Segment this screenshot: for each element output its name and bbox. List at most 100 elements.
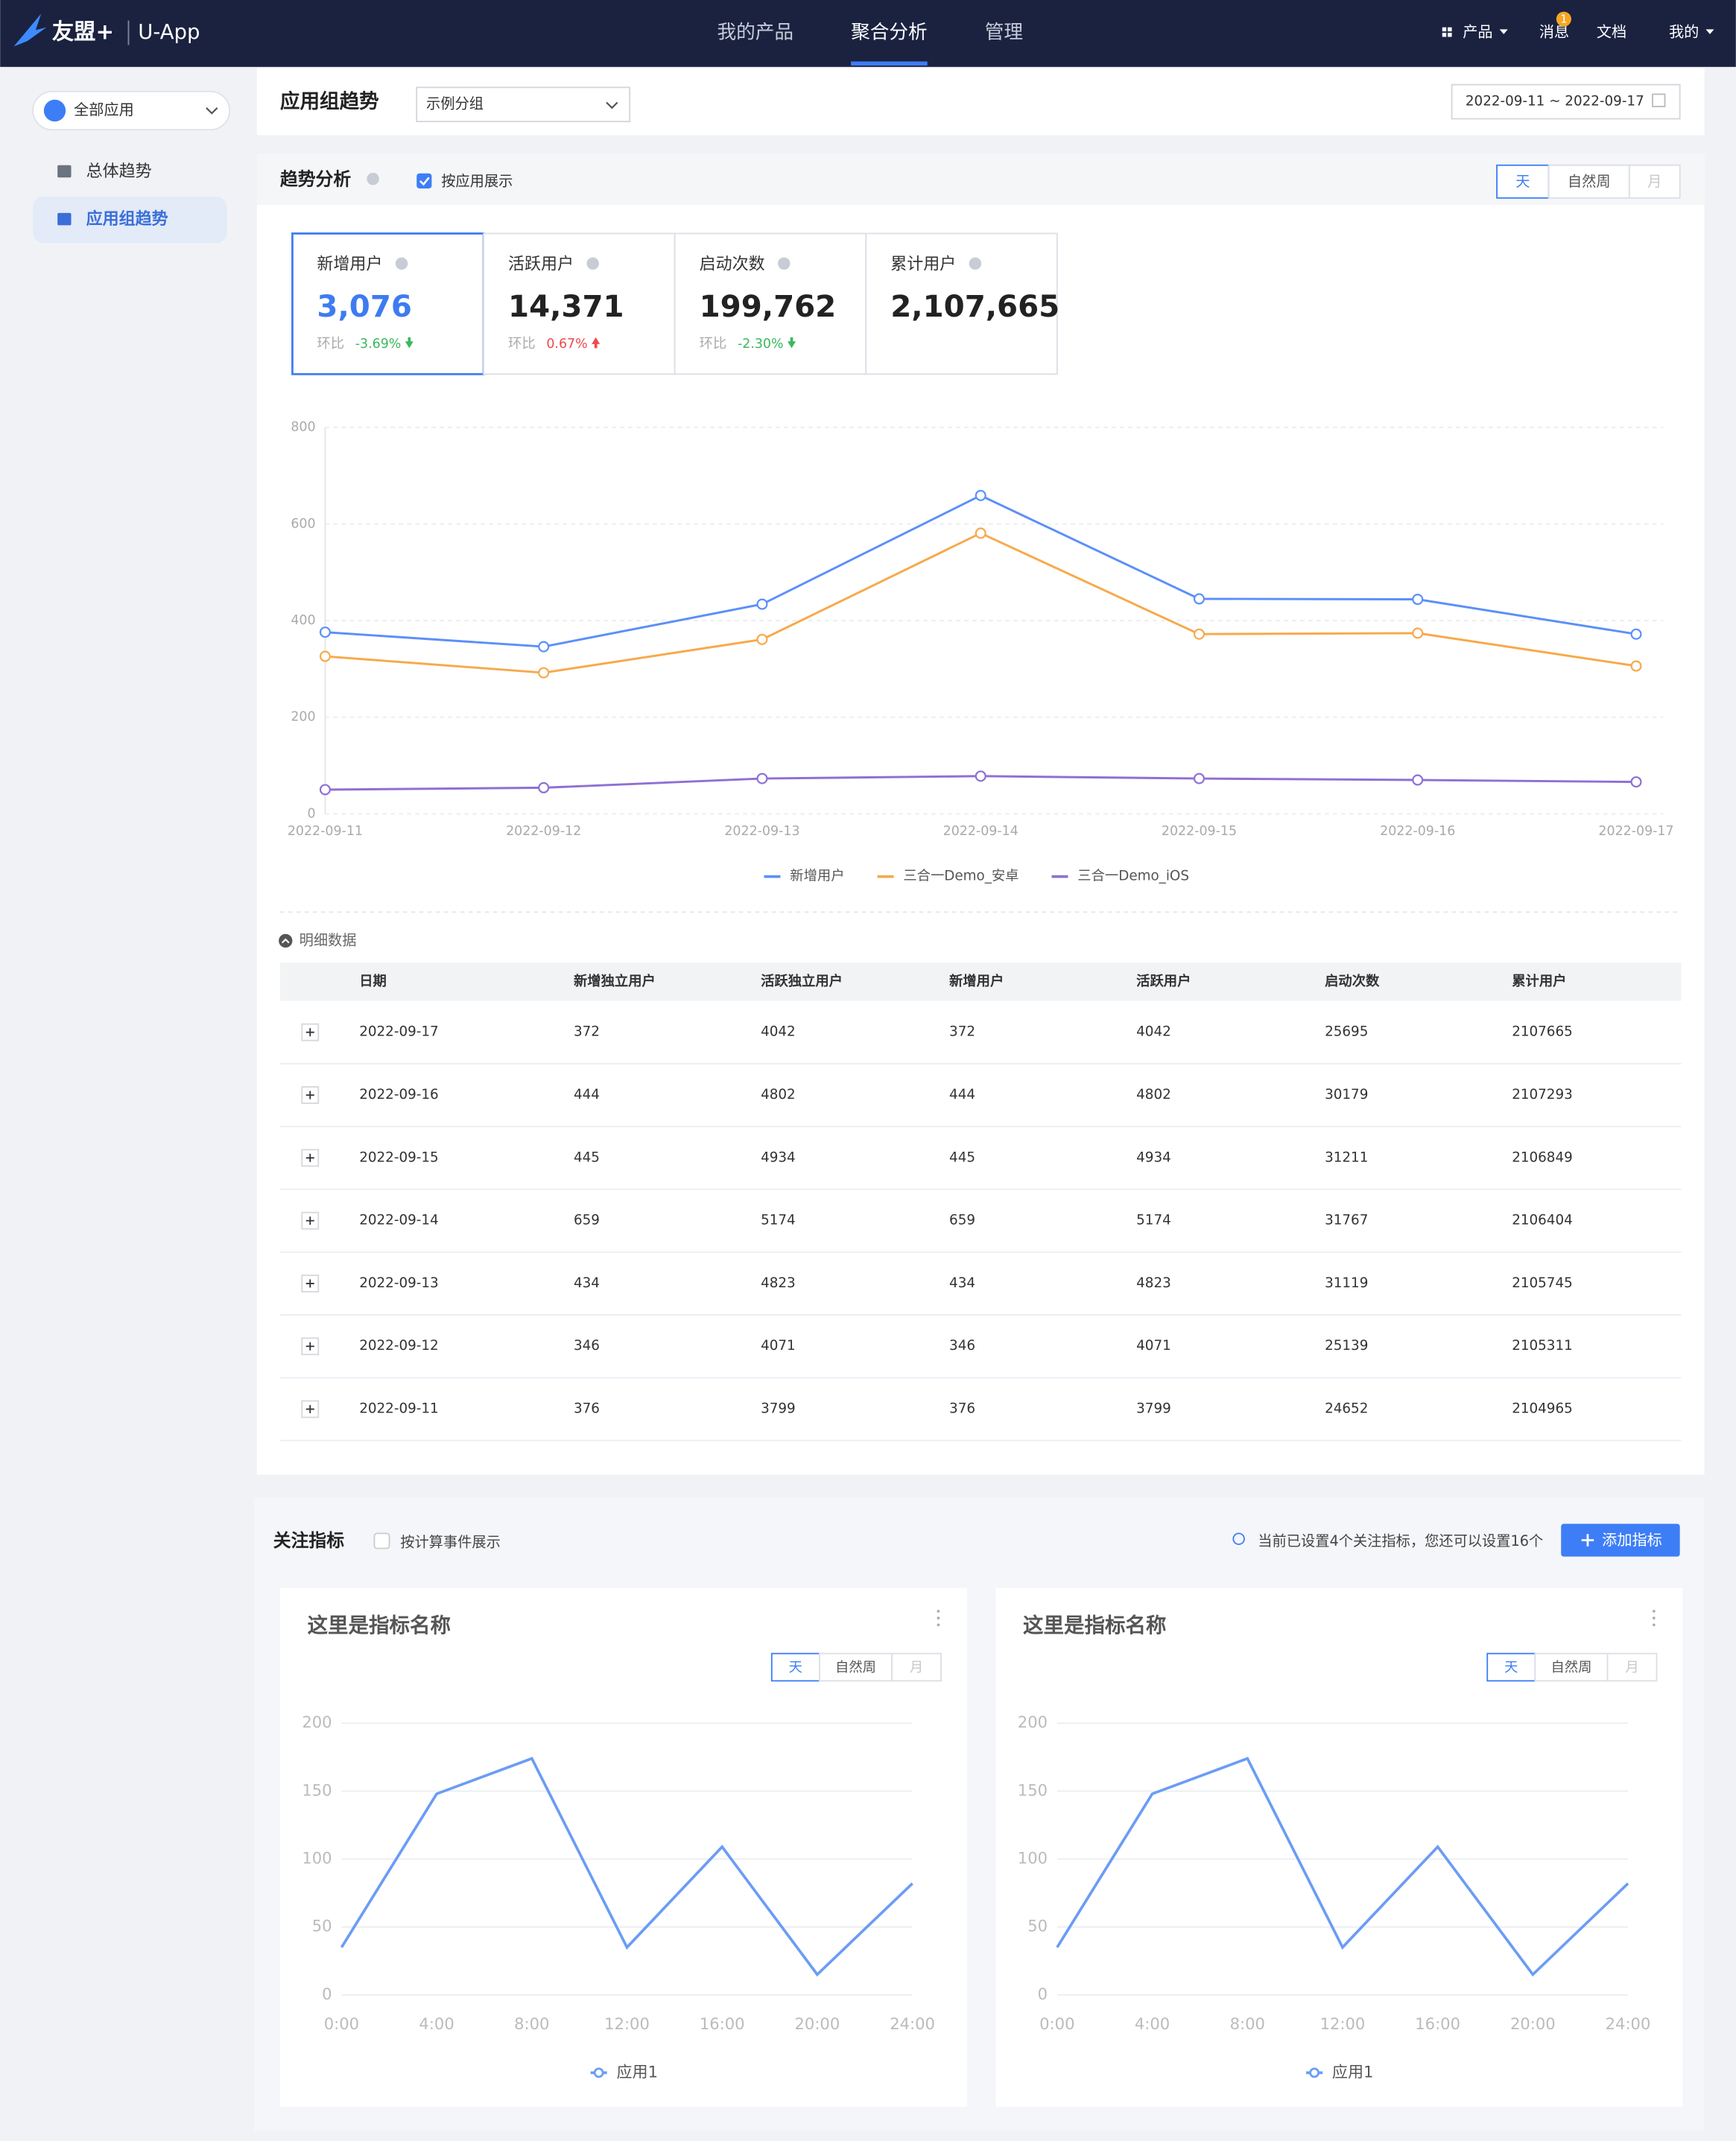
granularity-label[interactable]: 天	[1504, 1660, 1518, 1675]
info-icon	[778, 257, 791, 270]
y-tick-label: 150	[1018, 1780, 1048, 1799]
granularity-button[interactable]	[1606, 1652, 1658, 1682]
collapse-chevron	[281, 938, 290, 944]
nav-tab[interactable]: 管理	[985, 21, 1023, 43]
table-header	[279, 962, 1682, 1001]
grid-icon	[1448, 32, 1452, 37]
data-point	[538, 667, 550, 679]
nav-link[interactable]: 产品	[1463, 22, 1492, 40]
x-tick-label: 4:00	[419, 2014, 454, 2033]
column-header: 累计用户	[1512, 973, 1566, 989]
data-point	[975, 527, 986, 539]
table-cell: 25695	[1325, 1024, 1368, 1040]
x-tick-label: 20:00	[795, 2014, 840, 2033]
y-tick-label: 200	[1018, 1713, 1048, 1731]
granularity-button[interactable]	[1534, 1652, 1609, 1682]
grid-icon	[1442, 32, 1447, 37]
granularity-label[interactable]: 天	[789, 1660, 802, 1675]
x-tick-label: 0:00	[1039, 2014, 1074, 2033]
granularity-label[interactable]: 自然周	[835, 1660, 876, 1675]
kpi-value: 3,076	[317, 289, 412, 324]
add-button-label[interactable]: 添加指标	[1602, 1531, 1662, 1549]
kpi-change: 0.67%	[546, 337, 587, 352]
granularity-label[interactable]: 月	[910, 1660, 923, 1675]
table-cell: 4823	[1136, 1275, 1171, 1291]
caret-icon	[1499, 29, 1508, 34]
data-point	[319, 650, 331, 662]
table-cell: 4071	[1136, 1338, 1171, 1354]
granularity-button[interactable]	[1486, 1652, 1536, 1682]
kpi-card[interactable]	[483, 232, 676, 375]
granularity-label[interactable]: 月	[1625, 1660, 1638, 1675]
kpi-arrow	[592, 337, 601, 349]
data-point	[319, 784, 331, 796]
kpi-card[interactable]	[865, 232, 1058, 375]
collapse-icon[interactable]	[279, 933, 293, 948]
granularity-label[interactable]: 天	[1515, 173, 1530, 190]
app-icon	[43, 99, 66, 122]
table-cell: 31119	[1325, 1275, 1368, 1291]
nav-tab[interactable]: 聚合分析	[851, 21, 928, 43]
x-tick-label: 8:00	[1230, 2014, 1265, 2033]
granularity-label[interactable]: 月	[1647, 173, 1661, 190]
table-cell: 5174	[1136, 1213, 1171, 1228]
nav-link[interactable]: 我的	[1669, 22, 1699, 40]
granularity-button[interactable]	[1628, 164, 1681, 199]
app-select-text: 全部应用	[74, 101, 134, 118]
app-select[interactable]	[32, 90, 231, 131]
checkbox[interactable]	[416, 173, 432, 188]
menu-item[interactable]: 总体趋势	[86, 162, 152, 181]
expand-plus	[305, 1342, 314, 1351]
x-tick-label: 4:00	[1135, 2014, 1170, 2033]
grid-icon	[1448, 27, 1452, 32]
kpi-arrow	[788, 337, 796, 349]
x-tick-label: 2022-09-15	[1162, 824, 1237, 839]
y-tick-label: 50	[312, 1917, 332, 1935]
legend-label[interactable]: 三合一Demo_iOS	[1077, 869, 1189, 884]
menu-item[interactable]: 应用组趋势	[86, 209, 168, 229]
granularity-button[interactable]	[770, 1652, 820, 1682]
table-cell: 346	[574, 1338, 600, 1354]
legend-label[interactable]: 三合一Demo_安卓	[903, 869, 1019, 884]
x-tick-label: 2022-09-17	[1598, 824, 1673, 839]
header-title: 应用组趋势	[280, 90, 379, 113]
table-cell: 30179	[1325, 1087, 1368, 1103]
data-point	[538, 781, 550, 793]
granularity-button[interactable]	[1547, 164, 1630, 199]
expand-plus	[305, 1028, 314, 1037]
x-tick-label: 2022-09-14	[943, 824, 1019, 839]
y-tick-label: 0	[308, 806, 316, 821]
granularity-label[interactable]: 自然周	[1550, 1660, 1591, 1675]
add-button[interactable]	[1561, 1523, 1680, 1557]
column-header: 日期	[359, 974, 387, 989]
checkbox[interactable]	[373, 1532, 390, 1550]
granularity-button[interactable]	[891, 1652, 942, 1682]
kpi-label: 累计用户	[890, 256, 956, 274]
tip-icon	[1232, 1532, 1245, 1545]
granularity-label[interactable]: 自然周	[1568, 173, 1611, 190]
legend-label[interactable]: 新增用户	[790, 869, 844, 884]
data-point	[1630, 628, 1642, 640]
table-cell: 4934	[761, 1149, 796, 1165]
x-tick-label: 2022-09-12	[506, 824, 581, 839]
nav-link[interactable]: 文档	[1597, 22, 1626, 40]
granularity-button[interactable]	[1496, 164, 1550, 199]
date-picker[interactable]	[1451, 83, 1681, 120]
kpi-arrow	[405, 337, 414, 349]
badge	[1556, 11, 1571, 27]
nav-tab[interactable]: 我的产品	[717, 21, 793, 43]
kpi-card[interactable]	[291, 232, 485, 375]
kpi-card[interactable]	[674, 232, 867, 375]
group-select[interactable]	[416, 86, 631, 123]
badge-count: 1	[1560, 13, 1567, 26]
legend-label[interactable]: 应用1	[616, 2062, 658, 2081]
kpi-label: 新增用户	[317, 256, 382, 274]
legend-dot	[1309, 2067, 1320, 2078]
legend-label[interactable]: 应用1	[1332, 2062, 1374, 2081]
x-tick-label: 24:00	[1606, 2014, 1651, 2033]
group-select-text: 示例分组	[426, 95, 484, 112]
data-point	[756, 598, 768, 610]
table-cell: 4934	[1136, 1149, 1171, 1165]
y-tick-label: 50	[1027, 1917, 1048, 1935]
y-tick-label: 400	[291, 613, 315, 628]
